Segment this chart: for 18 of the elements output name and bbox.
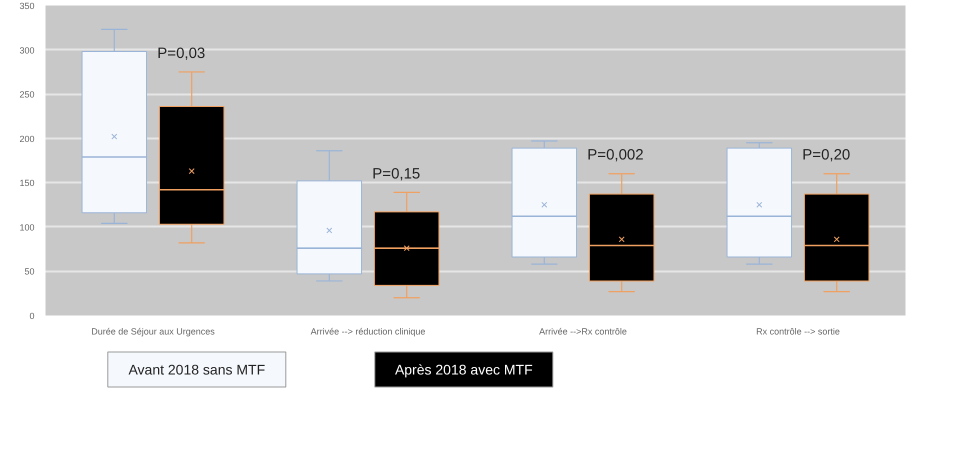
x-tick-label: Arrivée -->Rx contrôle [539,326,627,336]
y-tick-label: 350 [19,1,35,11]
annotation: P=0,20 [802,146,850,164]
y-tick-label: 50 [24,266,35,277]
annotation: P=0,15 [372,165,420,182]
y-tick-label: 100 [19,222,35,232]
annotation: P=0,002 [587,146,644,164]
annotation: P=0,03 [157,44,206,62]
y-tick-label: 200 [19,134,35,144]
y-tick-label: 250 [19,90,35,100]
x-tick-label: Durée de Séjour aux Urgences [91,326,216,336]
y-tick-label: 0 [29,311,35,321]
y-tick-label: 150 [19,178,35,188]
x-tick-label: Arrivée --> réduction clinique [310,326,426,336]
y-tick-label: 300 [19,45,35,56]
text: Après 2018 avec MTF [394,362,533,378]
x-tick-label: Rx contrôle --> sortie [756,326,840,336]
text: Avant 2018 sans MTF [128,362,266,378]
